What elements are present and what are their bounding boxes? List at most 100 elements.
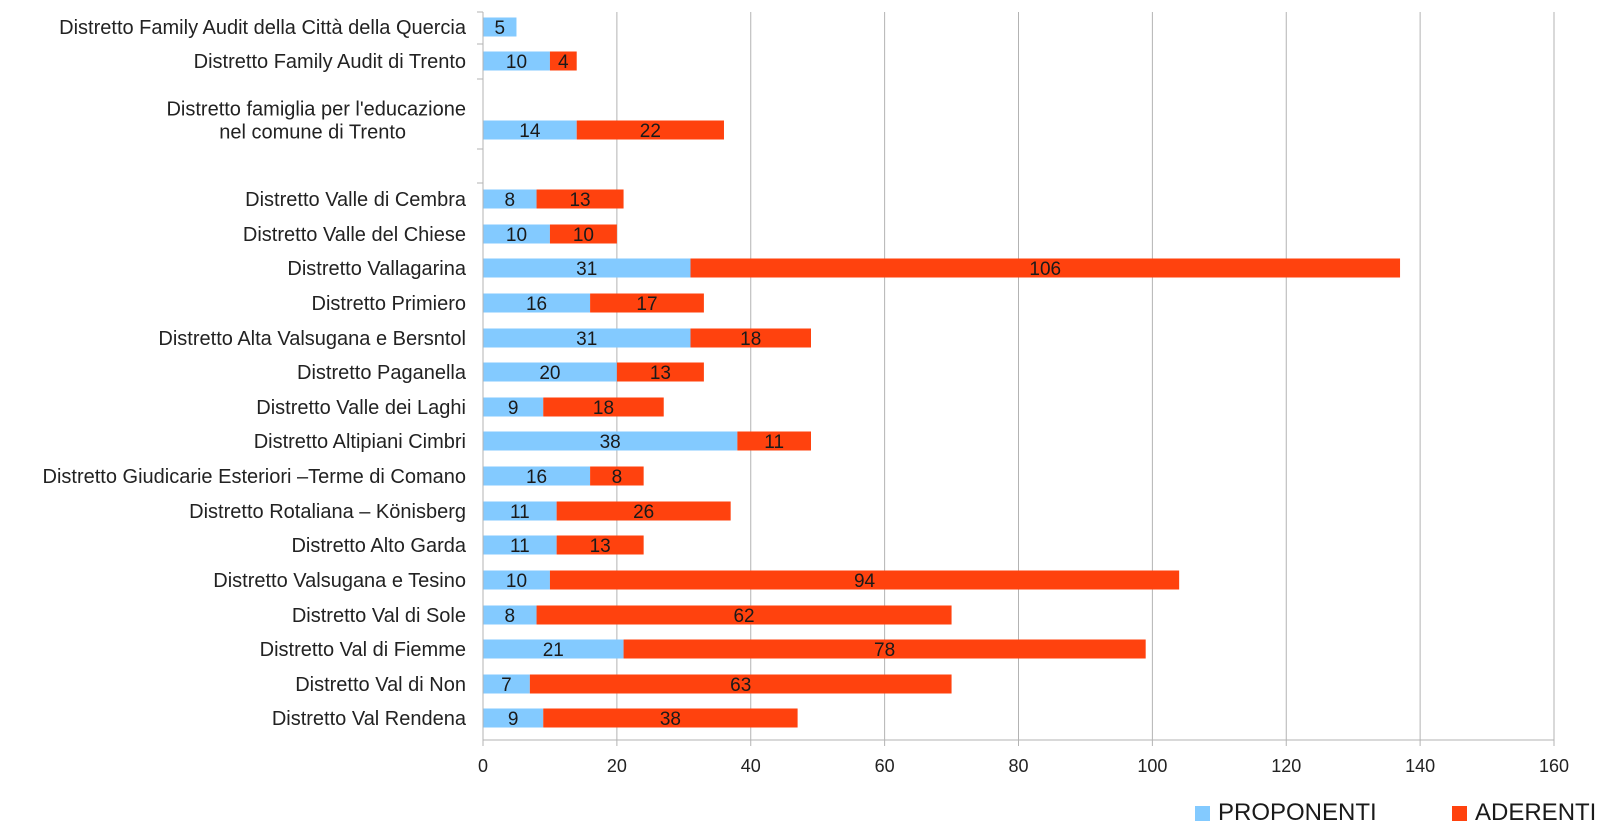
x-tick-label: 120 — [1271, 756, 1301, 776]
category-label: Distretto Primiero — [312, 293, 466, 315]
data-label-proponenti: 11 — [510, 502, 530, 523]
category-label: Distretto Vallagarina — [287, 258, 466, 280]
labels: 0 20 40 60 80 100 120 140 160 5 Distretto Family A… — [43, 17, 1570, 776]
data-label-proponenti: 31 — [576, 259, 597, 280]
data-label-aderenti: 106 — [1029, 259, 1061, 280]
bar-proponenti — [483, 17, 517, 37]
data-label-aderenti: 11 — [764, 432, 784, 453]
data-label-aderenti: 13 — [650, 363, 671, 384]
x-tick-label: 140 — [1405, 756, 1435, 776]
category-label: Distretto Valle dei Laghi — [256, 397, 466, 419]
data-label-proponenti: 5 — [494, 18, 505, 39]
bar-aderenti — [549, 570, 1180, 590]
category-label: Distretto Valle di Cembra — [245, 189, 467, 211]
category-label: Distretto Giudicarie Esteriori –Terme di… — [43, 466, 467, 488]
legend-aderenti-swatch — [1452, 806, 1467, 821]
bar-aderenti — [590, 293, 704, 313]
bar-aderenti — [543, 397, 664, 417]
category-label: Distretto Alta Valsugana e Bersntol — [158, 328, 466, 350]
category-label: Distretto Valsugana e Tesino — [213, 570, 466, 592]
bar-aderenti — [529, 674, 952, 694]
bar-proponenti — [483, 605, 537, 625]
category-label: Distretto Family Audit di Trento — [194, 51, 466, 73]
bar-aderenti — [536, 605, 952, 625]
x-tick-label: 0 — [478, 756, 488, 776]
category-label: nel comune di Trento — [219, 122, 406, 144]
bar-proponenti — [483, 570, 550, 590]
data-label-aderenti: 26 — [633, 502, 654, 523]
bar-aderenti — [690, 328, 811, 348]
bar-aderenti — [737, 431, 811, 451]
data-label-aderenti: 94 — [854, 571, 876, 592]
bar-proponenti — [483, 293, 591, 313]
axes — [477, 11, 1555, 746]
legend-proponenti-label: PROPONENTI — [1218, 799, 1377, 826]
bar-proponenti — [483, 51, 550, 71]
data-label-proponenti: 10 — [506, 52, 527, 73]
category-label: Distretto Valle del Chiese — [243, 224, 466, 246]
data-label-proponenti: 31 — [576, 329, 597, 350]
category-label: Distretto Val Rendena — [272, 708, 467, 730]
x-tick-label: 40 — [741, 756, 761, 776]
bar-proponenti — [483, 708, 544, 728]
legend: PROPONENTI ADERENTI — [1195, 799, 1596, 826]
bar-aderenti — [556, 535, 644, 555]
data-label-proponenti: 9 — [508, 709, 519, 730]
bar-proponenti — [483, 431, 738, 451]
bar-aderenti — [543, 708, 798, 728]
data-label-proponenti: 10 — [506, 225, 527, 246]
bar-proponenti — [483, 328, 691, 348]
data-label-aderenti: 38 — [660, 709, 681, 730]
grid-lines — [616, 12, 1555, 740]
legend-aderenti-label: ADERENTI — [1475, 799, 1596, 826]
bar-proponenti — [483, 120, 577, 140]
data-label-aderenti: 8 — [612, 467, 623, 488]
bar-proponenti — [483, 362, 617, 382]
category-label: Distretto Family Audit della Città della… — [59, 17, 467, 39]
x-tick-label: 20 — [607, 756, 627, 776]
bar-proponenti — [483, 189, 537, 209]
category-label: Distretto Val di Non — [295, 674, 466, 696]
bars — [483, 17, 1401, 728]
bar-proponenti — [483, 535, 557, 555]
data-label-aderenti: 18 — [740, 329, 761, 350]
bar-aderenti — [556, 501, 731, 521]
bar-proponenti — [483, 674, 530, 694]
category-label: Distretto Alto Garda — [291, 535, 466, 557]
data-label-proponenti: 10 — [506, 571, 527, 592]
data-label-proponenti: 9 — [508, 398, 519, 419]
bar-aderenti — [690, 258, 1401, 278]
data-label-aderenti: 18 — [593, 398, 614, 419]
data-label-proponenti: 21 — [543, 640, 564, 661]
data-label-proponenti: 11 — [510, 536, 530, 557]
bar-aderenti — [549, 51, 577, 71]
data-label-proponenti: 8 — [504, 606, 515, 627]
data-label-aderenti: 10 — [573, 225, 594, 246]
bar-aderenti — [623, 639, 1146, 659]
bar-proponenti — [483, 224, 550, 244]
data-label-proponenti: 14 — [519, 121, 541, 142]
data-label-aderenti: 13 — [590, 536, 611, 557]
data-label-aderenti: 63 — [730, 675, 751, 696]
bar-aderenti — [616, 362, 704, 382]
data-label-aderenti: 4 — [558, 52, 569, 73]
bar-aderenti — [536, 189, 624, 209]
bar-aderenti — [549, 224, 617, 244]
data-label-aderenti: 62 — [733, 606, 754, 627]
data-label-proponenti: 16 — [526, 467, 547, 488]
data-label-aderenti: 22 — [640, 121, 661, 142]
x-tick-label: 100 — [1137, 756, 1167, 776]
category-label: Distretto Altipiani Cimbri — [254, 431, 466, 453]
bar-aderenti — [590, 466, 644, 486]
category-label: Distretto Val di Fiemme — [260, 639, 466, 661]
x-tick-label: 80 — [1008, 756, 1028, 776]
x-tick-label: 60 — [875, 756, 895, 776]
category-label: Distretto famiglia per l'educazione — [166, 99, 466, 121]
data-label-aderenti: 17 — [636, 294, 657, 315]
bar-proponenti — [483, 501, 557, 521]
bar-proponenti — [483, 397, 544, 417]
bar-proponenti — [483, 639, 624, 659]
x-tick-label: 160 — [1539, 756, 1569, 776]
bar-aderenti — [576, 120, 724, 140]
